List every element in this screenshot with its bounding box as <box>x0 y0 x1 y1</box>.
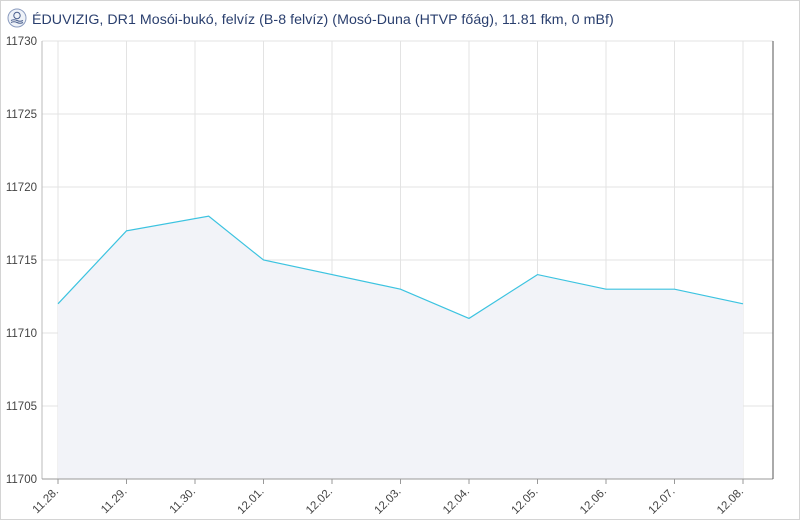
y-tick-label: 11730 <box>6 36 37 48</box>
chart-title: ÉDUVIZIG, DR1 Mosói-bukó, felvíz (B-8 fe… <box>32 12 614 28</box>
y-tick-labels: 11700 11705 11710 11715 11720 11725 11730 <box>6 36 37 486</box>
x-tick-label: 11.29. <box>99 486 129 516</box>
x-tick-label: 12.05. <box>510 486 541 517</box>
series-area <box>58 216 743 479</box>
axis-layer <box>41 41 774 484</box>
y-tick-label: 11720 <box>6 182 37 194</box>
area-layer <box>58 216 743 479</box>
eduvizig-logo-icon <box>7 8 27 28</box>
chart-header: ÉDUVIZIG, DR1 Mosói-bukó, felvíz (B-8 fe… <box>1 1 799 39</box>
y-tick-label: 11705 <box>6 401 37 413</box>
x-tick-label: 11.28. <box>31 486 61 516</box>
line-layer <box>57 215 744 320</box>
x-tick-label: 11.30. <box>168 486 198 516</box>
y-tick-label: 11710 <box>6 328 37 340</box>
x-tick-label: 12.08. <box>715 486 746 517</box>
x-tick-label: 12.04. <box>441 486 472 517</box>
y-tick-label: 11715 <box>6 255 37 267</box>
x-tick-label: 12.03. <box>373 486 404 517</box>
series-line <box>57 215 744 320</box>
x-tick-label: 12.02. <box>304 486 335 517</box>
y-tick-label: 11725 <box>6 109 37 121</box>
y-tick-label: 11700 <box>6 474 37 486</box>
x-tick-label: 12.07. <box>647 486 678 517</box>
x-tick-label: 12.01. <box>236 486 267 517</box>
x-tick-labels: 11.28. 11.29. 11.30. 12.01. 12.02. 12.03. 12.0… <box>31 486 746 517</box>
x-tick-label: 12.06. <box>578 486 609 517</box>
